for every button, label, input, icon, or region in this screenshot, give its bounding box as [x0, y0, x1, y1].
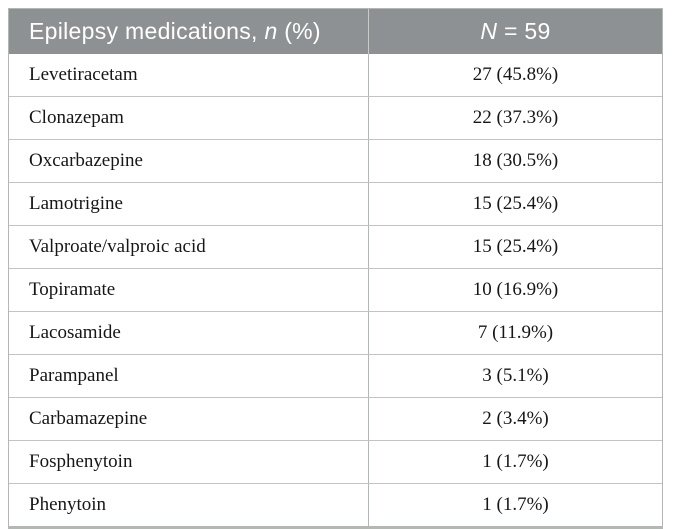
- medication-name-cell: Oxcarbazepine: [29, 150, 143, 171]
- table-row: Valproate/valproic acid 15 (25.4%): [9, 225, 662, 268]
- table-row: Carbamazepine 2 (3.4%): [9, 397, 662, 440]
- medication-name-cell: Lamotrigine: [29, 193, 123, 214]
- table-row: Parampanel 3 (5.1%): [9, 354, 662, 397]
- medication-name-cell: Clonazepam: [29, 107, 124, 128]
- medication-count-cell: 3 (5.1%): [368, 355, 662, 397]
- medication-name-cell: Valproate/valproic acid: [29, 236, 206, 257]
- medication-name-cell: Phenytoin: [29, 494, 107, 515]
- medication-count-cell: 1 (1.7%): [368, 484, 662, 526]
- medication-count-cell: 1 (1.7%): [368, 441, 662, 483]
- header-percent-text: (%): [277, 18, 321, 44]
- medication-count-cell: 22 (37.3%): [368, 97, 662, 139]
- header-n-italic: n: [264, 18, 278, 44]
- medication-name-cell: Levetiracetam: [29, 64, 138, 85]
- header-total-text: = 59: [497, 18, 551, 44]
- table-row: Fosphenytoin 1 (1.7%): [9, 440, 662, 483]
- header-cell-medications: Epilepsy medications, n (%): [9, 18, 368, 45]
- header-cell-total: N = 59: [368, 9, 662, 54]
- medication-name-cell: Carbamazepine: [29, 408, 148, 429]
- header-medications-text: Epilepsy medications,: [29, 18, 265, 44]
- medication-name-cell: Topiramate: [29, 279, 116, 300]
- medication-count-cell: 2 (3.4%): [368, 398, 662, 440]
- table-row: Levetiracetam 27 (45.8%): [9, 54, 662, 96]
- medication-count-cell: 15 (25.4%): [368, 226, 662, 268]
- medication-count-cell: 18 (30.5%): [368, 140, 662, 182]
- medication-count-cell: 15 (25.4%): [368, 183, 662, 225]
- table-body: Levetiracetam 27 (45.8%) Clonazepam 22 (…: [9, 54, 662, 526]
- table-row: Phenytoin 1 (1.7%): [9, 483, 662, 526]
- table-row: Oxcarbazepine 18 (30.5%): [9, 139, 662, 182]
- table-row: Lamotrigine 15 (25.4%): [9, 182, 662, 225]
- epilepsy-medications-table: Epilepsy medications, n (%) N = 59 Levet…: [8, 8, 663, 529]
- medication-name-cell: Parampanel: [29, 365, 119, 386]
- medication-count-cell: 7 (11.9%): [368, 312, 662, 354]
- header-N-italic: N: [480, 18, 498, 44]
- medication-count-cell: 27 (45.8%): [368, 54, 662, 96]
- table-row: Topiramate 10 (16.9%): [9, 268, 662, 311]
- medication-name-cell: Fosphenytoin: [29, 451, 133, 472]
- medication-count-cell: 10 (16.9%): [368, 269, 662, 311]
- medication-name-cell: Lacosamide: [29, 322, 121, 343]
- table-header-row: Epilepsy medications, n (%) N = 59: [9, 9, 662, 54]
- table-row: Lacosamide 7 (11.9%): [9, 311, 662, 354]
- table-row: Clonazepam 22 (37.3%): [9, 96, 662, 139]
